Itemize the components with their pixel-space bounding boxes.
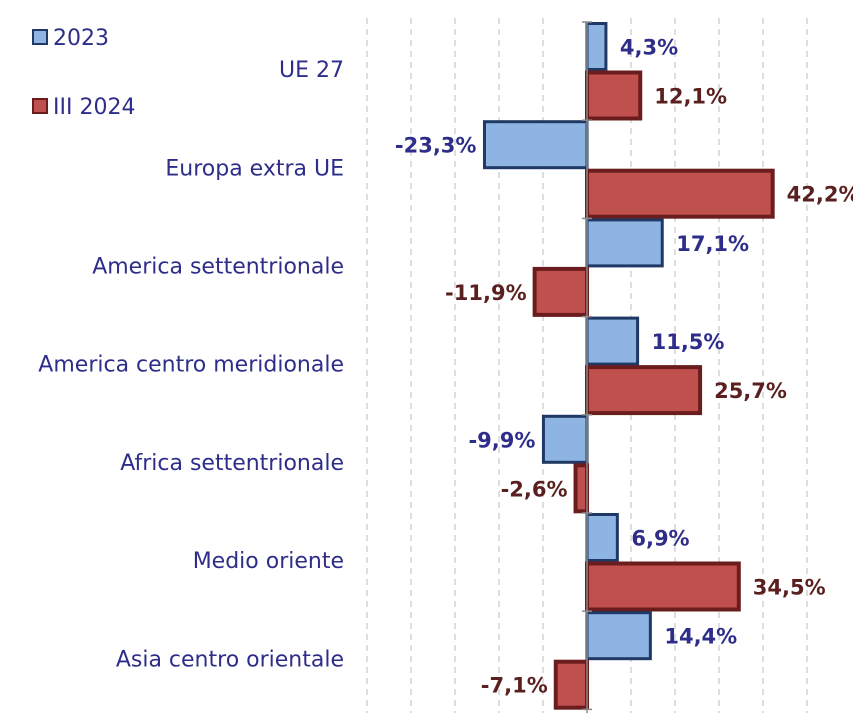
- legend: 2023 III 2024: [32, 26, 135, 120]
- value-label-2024: -11,9%: [445, 281, 527, 305]
- bar-2024: [585, 561, 741, 612]
- bar-2023: [585, 22, 608, 71]
- value-label-2024: 42,2%: [787, 183, 853, 207]
- value-label-2024: 12,1%: [654, 85, 727, 109]
- bar-2023: [585, 513, 619, 562]
- category-label: Medio oriente: [193, 549, 344, 574]
- value-label-2024: -2,6%: [501, 477, 568, 501]
- legend-label-2023: 2023: [53, 26, 109, 51]
- category-label: America centro meridionale: [38, 353, 344, 378]
- bar-2024: [532, 266, 590, 317]
- legend-label-2024: III 2024: [53, 95, 135, 120]
- value-label-2023: -23,3%: [395, 134, 477, 158]
- bar-2023: [585, 218, 664, 268]
- legend-swatch-2024: [32, 98, 48, 114]
- legend-swatch-2023: [32, 29, 48, 45]
- category-label: UE 27: [279, 58, 344, 83]
- bar-2023: [482, 120, 589, 170]
- bar-2023: [585, 611, 652, 661]
- category-label: Asia centro orientale: [116, 647, 344, 672]
- category-label: America settentrionale: [92, 255, 344, 280]
- value-label-2023: 6,9%: [631, 527, 689, 551]
- bar-2024: [585, 365, 703, 416]
- category-label: Africa settentrionale: [120, 451, 344, 476]
- value-labels: 4,3% 12,1% -23,3% 42,2% 17,1% -11,9% 11,5% 25,7…: [395, 36, 853, 698]
- value-label-2024: 34,5%: [753, 576, 826, 600]
- value-label-2024: -7,1%: [481, 674, 548, 698]
- bar-2024: [553, 659, 590, 710]
- bar-2024: [585, 70, 643, 121]
- bars: [482, 22, 775, 710]
- value-label-2024: 25,7%: [714, 379, 787, 403]
- bar-2023: [585, 316, 640, 366]
- bar-2024: [585, 168, 775, 219]
- bar-2023: [541, 414, 589, 464]
- category-labels: UE 27 Europa extra UE America settentriona…: [38, 58, 344, 672]
- value-label-2023: -9,9%: [468, 428, 535, 452]
- zero-axis: [582, 21, 592, 713]
- value-label-2023: 11,5%: [652, 330, 725, 354]
- value-label-2023: 17,1%: [676, 232, 749, 256]
- bar-2024: [573, 463, 589, 514]
- value-label-2023: 4,3%: [620, 36, 678, 60]
- value-label-2023: 14,4%: [664, 625, 737, 649]
- category-label: Europa extra UE: [165, 156, 344, 181]
